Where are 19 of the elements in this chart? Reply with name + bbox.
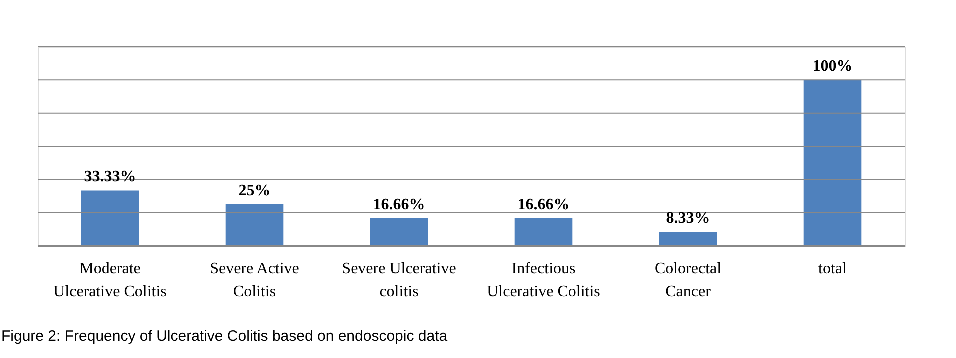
data-label: 25% <box>238 182 271 200</box>
x-tick-label: Moderate Ulcerative Colitis <box>54 260 167 300</box>
data-label: 16.66% <box>518 196 570 214</box>
bar <box>226 204 284 246</box>
data-label: 16.66% <box>373 196 426 214</box>
x-tick-label: Colorectal Cancer <box>654 260 722 300</box>
bar <box>81 190 140 246</box>
x-tick-label: Severe Ulcerative colitis <box>342 260 456 300</box>
x-tick-label: Infectious Ulcerative Colitis <box>487 260 600 300</box>
data-label: 33.33% <box>84 168 136 186</box>
bar <box>804 80 862 246</box>
caption: Figure 2: Frequency of Ulcerative Colitis based on endoscopic data <box>2 328 448 345</box>
bar <box>659 232 718 246</box>
x-tick-label: total <box>818 260 848 278</box>
bar <box>514 218 573 246</box>
bar <box>370 218 428 246</box>
data-label: 100% <box>812 58 853 76</box>
x-tick-label: Severe Active Colitis <box>210 260 300 300</box>
data-label: 8.33% <box>666 210 710 228</box>
